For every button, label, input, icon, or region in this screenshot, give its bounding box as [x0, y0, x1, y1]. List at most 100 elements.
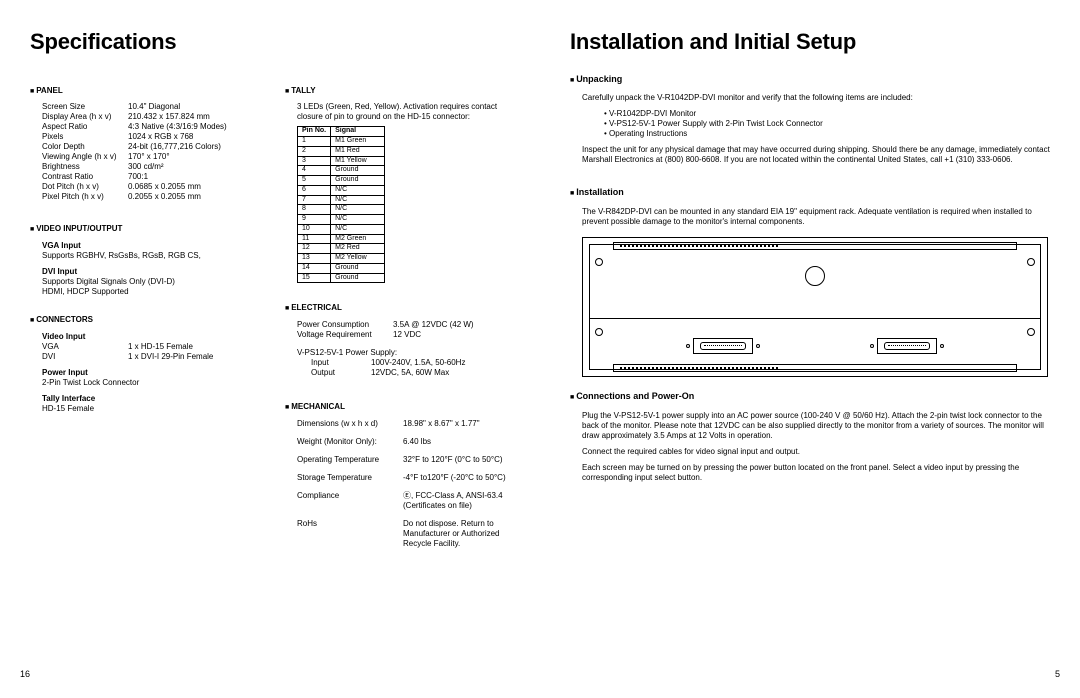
- power-input-label: Power Input: [42, 368, 265, 378]
- pin-header-signal: Signal: [331, 127, 385, 137]
- pin-no: 6: [298, 185, 331, 195]
- pin-row: 3M1 Yellow: [298, 156, 385, 166]
- spec-key: Color Depth: [42, 142, 128, 152]
- pin-header-no: Pin No.: [298, 127, 331, 137]
- pin-row: 2M1 Red: [298, 146, 385, 156]
- spec-row: Screen Size10.4" Diagonal: [42, 102, 265, 112]
- pin-row: 5Ground: [298, 176, 385, 186]
- pin-no: 14: [298, 263, 331, 273]
- pin-no: 1: [298, 137, 331, 147]
- pin-signal: Ground: [331, 273, 385, 283]
- tally-interface-text: HD-15 Female: [42, 404, 265, 414]
- pin-row: 1M1 Green: [298, 137, 385, 147]
- spec-value: 1 x HD-15 Female: [128, 342, 265, 352]
- spec-key: Input: [311, 358, 371, 368]
- dvi-input-label: DVI Input: [42, 267, 265, 277]
- power-input-text: 2-Pin Twist Lock Connector: [42, 378, 265, 388]
- spec-key: Contrast Ratio: [42, 172, 128, 182]
- spec-row: Dimensions (w x h x d)18.98" x 8.67" x 1…: [297, 419, 520, 429]
- installation-p1: The V-R842DP-DVI can be mounted in any s…: [582, 207, 1060, 227]
- pin-no: 15: [298, 273, 331, 283]
- spec-value: 1024 x RGB x 768: [128, 132, 265, 142]
- spec-value: -4°F to120°F (-20°C to 50°C): [403, 473, 520, 483]
- pin-no: 7: [298, 195, 331, 205]
- pin-row: 11M2 Green: [298, 234, 385, 244]
- spec-key: Viewing Angle (h x v): [42, 152, 128, 162]
- panel-heading: Panel: [30, 86, 265, 97]
- spec-key: Pixel Pitch (h x v): [42, 192, 128, 202]
- spec-row: Contrast Ratio700:1: [42, 172, 265, 182]
- specifications-title: Specifications: [30, 28, 520, 56]
- spec-value: 0.0685 x 0.2055 mm: [128, 182, 265, 192]
- spec-row: Viewing Angle (h x v)170° x 170°: [42, 152, 265, 162]
- pin-no: 2: [298, 146, 331, 156]
- spec-key: Dot Pitch (h x v): [42, 182, 128, 192]
- pin-signal: M2 Yellow: [331, 254, 385, 264]
- spec-key: Output: [311, 368, 371, 378]
- tally-desc: 3 LEDs (Green, Red, Yellow). Activation …: [297, 102, 520, 122]
- pin-no: 3: [298, 156, 331, 166]
- spec-col-1: Panel Screen Size10.4" DiagonalDisplay A…: [30, 74, 265, 549]
- spec-value: 300 cd/m²: [128, 162, 265, 172]
- spec-value: 1 x DVI-I 29-Pin Female: [128, 352, 265, 362]
- list-item: V-R1042DP-DVI Monitor: [604, 109, 1060, 119]
- spec-value: 700:1: [128, 172, 265, 182]
- spec-row: Storage Temperature-4°F to120°F (-20°C t…: [297, 473, 520, 483]
- connections-heading: Connections and Power-On: [570, 391, 1060, 403]
- pin-signal: N/C: [331, 224, 385, 234]
- tally-interface-label: Tally Interface: [42, 394, 265, 404]
- pin-row: 7N/C: [298, 195, 385, 205]
- spec-value: 100V-240V, 1.5A, 50-60Hz: [371, 358, 520, 368]
- pin-signal: Ground: [331, 166, 385, 176]
- pin-signal: Ground: [331, 176, 385, 186]
- pin-row: 4Ground: [298, 166, 385, 176]
- spec-key: Storage Temperature: [297, 473, 403, 483]
- spec-key: Voltage Requirement: [297, 330, 393, 340]
- unpacking-p2: Inspect the unit for any physical damage…: [582, 145, 1060, 165]
- pin-signal: N/C: [331, 205, 385, 215]
- connections-p3: Each screen may be turned on by pressing…: [582, 463, 1060, 483]
- spec-value: 24-bit (16,777,216 Colors): [128, 142, 265, 152]
- pin-no: 4: [298, 166, 331, 176]
- spec-row: Pixels1024 x RGB x 768: [42, 132, 265, 142]
- spec-key: Operating Temperature: [297, 455, 403, 465]
- connections-p1: Plug the V-PS12-5V-1 power supply into a…: [582, 411, 1060, 441]
- spec-key: Dimensions (w x h x d): [297, 419, 403, 429]
- pin-no: 5: [298, 176, 331, 186]
- electrical-heading: Electrical: [285, 303, 520, 314]
- page-number-right: 5: [1055, 669, 1060, 680]
- pin-signal: M2 Green: [331, 234, 385, 244]
- pin-signal: M1 Green: [331, 137, 385, 147]
- list-item: Operating Instructions: [604, 129, 1060, 139]
- pin-row: 15Ground: [298, 273, 385, 283]
- spec-key: Display Area (h x v): [42, 112, 128, 122]
- spec-row: Dot Pitch (h x v)0.0685 x 0.2055 mm: [42, 182, 265, 192]
- spec-columns: Panel Screen Size10.4" DiagonalDisplay A…: [30, 74, 520, 549]
- pin-no: 13: [298, 254, 331, 264]
- spec-row: Input100V-240V, 1.5A, 50-60Hz: [311, 358, 520, 368]
- spec-value: 12VDC, 5A, 60W Max: [371, 368, 520, 378]
- connectors-heading: Connectors: [30, 315, 265, 326]
- spec-value: 0.2055 x 0.2055 mm: [128, 192, 265, 202]
- spec-row: Pixel Pitch (h x v)0.2055 x 0.2055 mm: [42, 192, 265, 202]
- spec-value: 18.98" x 8.67" x 1.77": [403, 419, 520, 429]
- pin-signal: N/C: [331, 195, 385, 205]
- list-item: V-PS12-5V-1 Power Supply with 2-Pin Twis…: [604, 119, 1060, 129]
- spec-value: 3.5A @ 12VDC (42 W): [393, 320, 520, 330]
- spec-value: 4:3 Native (4:3/16:9 Modes): [128, 122, 265, 132]
- spec-row: Brightness300 cd/m²: [42, 162, 265, 172]
- spec-key: DVI: [42, 352, 128, 362]
- unpacking-list: V-R1042DP-DVI MonitorV-PS12-5V-1 Power S…: [604, 109, 1060, 139]
- spec-value: Ⓔ, FCC-Class A, ANSI-63.4 (Certificates …: [403, 491, 520, 511]
- pin-no: 11: [298, 234, 331, 244]
- dvi-input-text2: HDMI, HDCP Supported: [42, 287, 265, 297]
- rack-diagram: [582, 237, 1048, 377]
- spec-key: Brightness: [42, 162, 128, 172]
- spec-row: Display Area (h x v)210.432 x 157.824 mm: [42, 112, 265, 122]
- pin-row: 10N/C: [298, 224, 385, 234]
- spec-value: 12 VDC: [393, 330, 520, 340]
- pin-row: 14Ground: [298, 263, 385, 273]
- spec-row: Weight (Monitor Only):6.40 lbs: [297, 437, 520, 447]
- installation-title: Installation and Initial Setup: [570, 28, 1060, 56]
- vga-input-text: Supports RGBHV, RsGsBs, RGsB, RGB CS,: [42, 251, 265, 261]
